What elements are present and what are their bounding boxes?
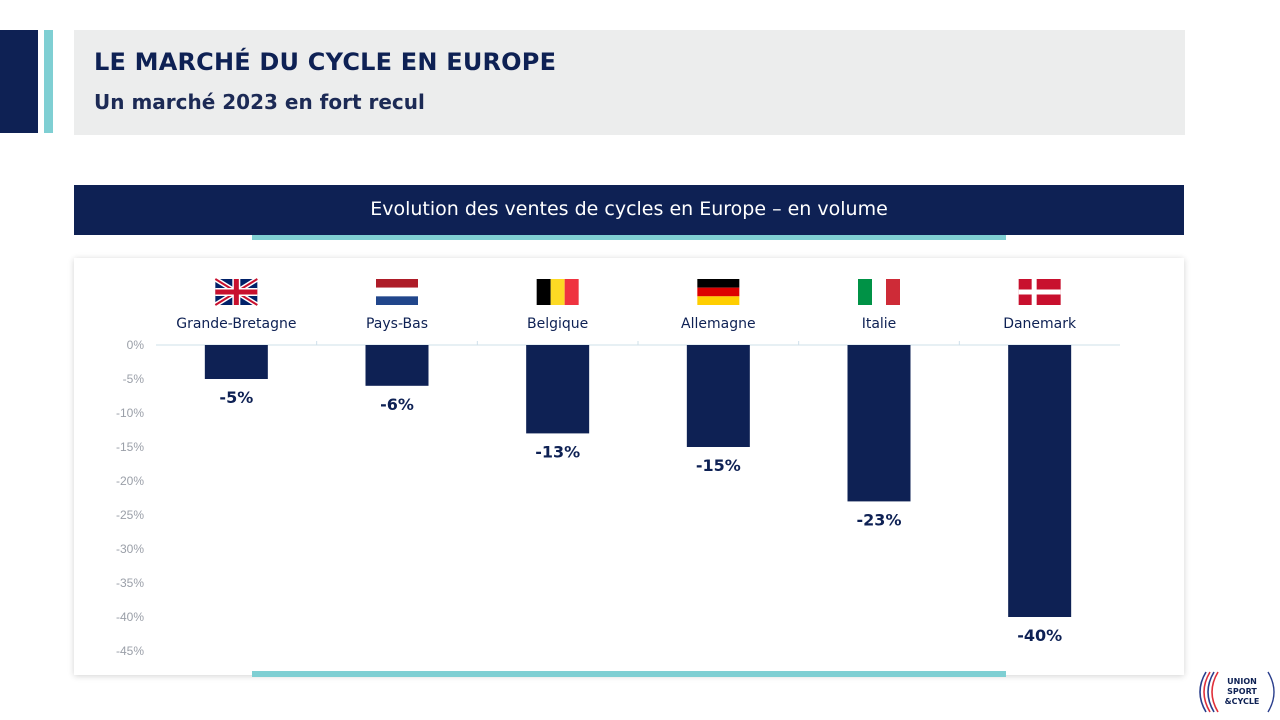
bar-value-label: -23%	[857, 510, 902, 529]
bar-value-label: -13%	[535, 442, 580, 461]
y-tick-label: -40%	[116, 610, 144, 624]
bar	[526, 345, 590, 434]
logo-line-1: UNION	[1227, 677, 1257, 686]
bar	[847, 345, 911, 502]
category-label: Pays-Bas	[366, 316, 428, 332]
category-label: Allemagne	[681, 316, 756, 332]
bar-value-label: -40%	[1017, 626, 1062, 645]
y-tick-label: -25%	[116, 508, 144, 522]
y-tick-label: -20%	[116, 474, 144, 488]
bar-chart: 0% -5% -10% -15% -20% -25% -30% -35% -40% -45% Gra…	[116, 276, 1120, 658]
chart-bottom-accent	[252, 671, 1006, 677]
category-label: Grande-Bretagne	[176, 316, 296, 332]
chart-title: Evolution des ventes de cycles en Europe…	[370, 198, 888, 220]
bar	[1008, 345, 1072, 617]
denmark-flag-icon	[1018, 279, 1061, 305]
y-tick-label: 0%	[127, 338, 145, 352]
y-tick-label: -35%	[116, 576, 144, 590]
belgium-flag-icon	[536, 279, 579, 305]
bar-value-label: -5%	[219, 388, 253, 407]
bar-value-label: -6%	[380, 395, 414, 414]
category-label: Belgique	[527, 316, 588, 332]
bar-value-label: -15%	[696, 456, 741, 475]
y-tick-label: -15%	[116, 440, 144, 454]
bar	[365, 345, 429, 386]
y-tick-label: -45%	[116, 644, 144, 658]
germany-flag-icon	[697, 279, 740, 305]
y-tick-label: -30%	[116, 542, 144, 556]
chart-card: 0% -5% -10% -15% -20% -25% -30% -35% -40% -45% Gra…	[74, 258, 1184, 675]
category-label: Italie	[862, 316, 897, 332]
logo-line-3: &CYCLE	[1225, 697, 1260, 706]
left-navy-block	[0, 30, 38, 133]
logo-line-2: SPORT	[1227, 687, 1257, 696]
title-box: LE MARCHÉ DU CYCLE EN EUROPE Un marché 2…	[74, 30, 1185, 135]
category-label: Danemark	[1003, 316, 1077, 332]
bar	[204, 345, 268, 379]
chart-header-accent	[252, 235, 1006, 240]
italy-flag-icon	[858, 279, 900, 305]
chart-header: Evolution des ventes de cycles en Europe…	[74, 185, 1184, 235]
bar	[686, 345, 750, 447]
page-title: LE MARCHÉ DU CYCLE EN EUROPE	[94, 48, 557, 76]
y-tick-label: -5%	[123, 372, 145, 386]
page-subtitle: Un marché 2023 en fort recul	[94, 90, 425, 114]
left-accent-bar	[44, 30, 53, 133]
y-tick-label: -10%	[116, 406, 144, 420]
uk-flag-icon	[214, 276, 259, 308]
union-sport-cycle-logo: UNION SPORT &CYCLE	[1199, 671, 1275, 713]
netherlands-flag-icon	[376, 279, 418, 305]
